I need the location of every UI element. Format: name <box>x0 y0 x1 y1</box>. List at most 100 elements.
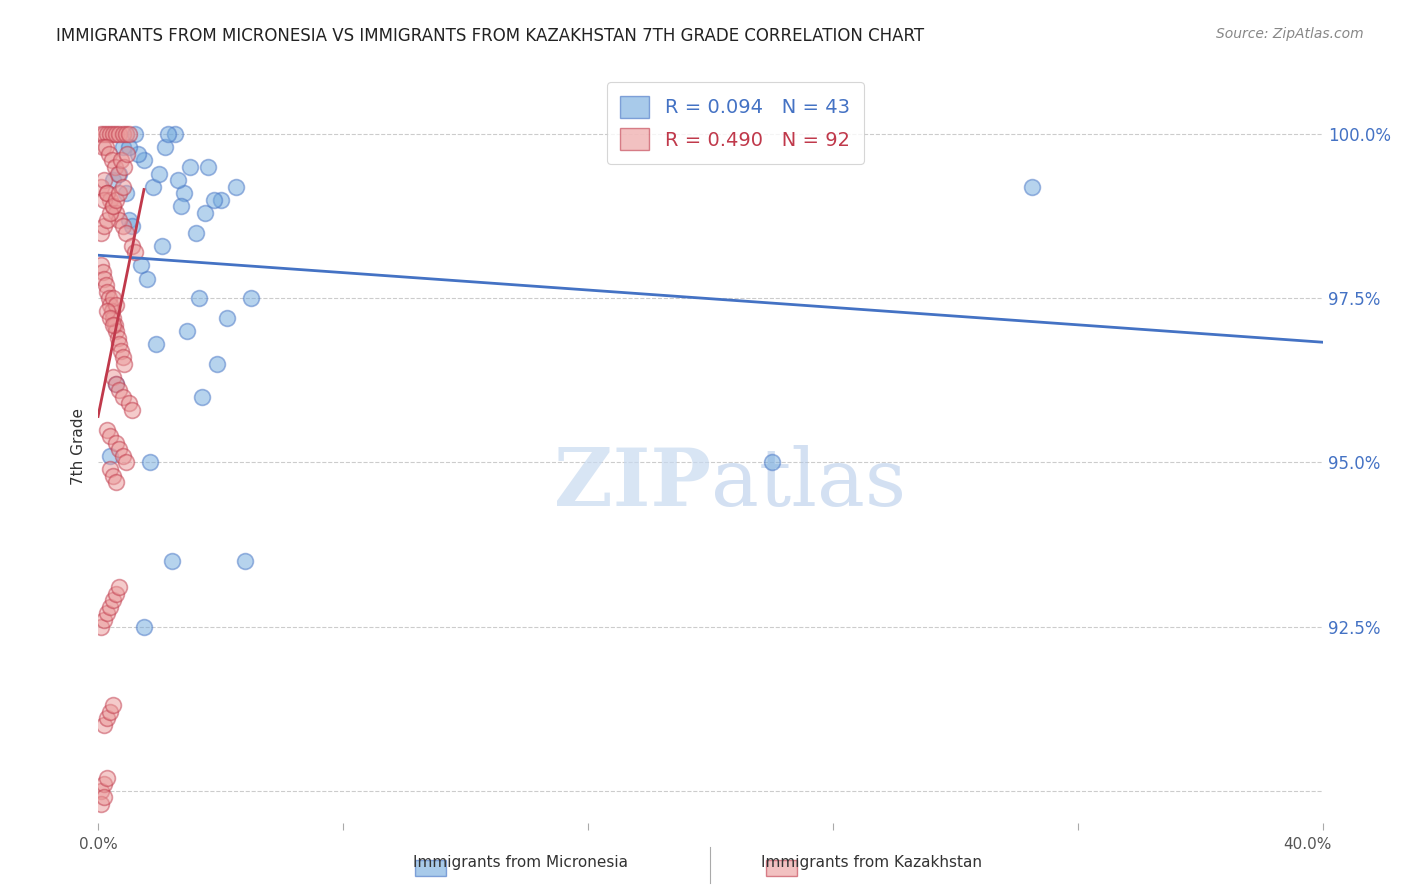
Point <box>108 186 131 201</box>
Point <box>103 291 125 305</box>
Point <box>1021 179 1043 194</box>
Point <box>96 423 118 437</box>
Point <box>114 226 136 240</box>
Legend: R = 0.094   N = 43, R = 0.490   N = 92: R = 0.094 N = 43, R = 0.490 N = 92 <box>606 82 863 164</box>
Point <box>191 390 214 404</box>
Point <box>160 554 183 568</box>
Point <box>105 587 128 601</box>
Point <box>93 790 115 805</box>
Point <box>91 265 114 279</box>
Point <box>98 193 121 207</box>
Point <box>104 318 127 332</box>
Point <box>97 291 120 305</box>
Point <box>91 140 114 154</box>
Text: 0.0%: 0.0% <box>79 837 118 852</box>
Point <box>90 619 112 633</box>
Point <box>107 167 129 181</box>
Point <box>105 127 128 141</box>
Point <box>121 403 143 417</box>
Point <box>150 239 173 253</box>
Point <box>145 337 167 351</box>
Point <box>90 783 112 797</box>
Point <box>108 167 131 181</box>
Point <box>215 310 238 325</box>
Point <box>112 160 135 174</box>
Point <box>240 291 263 305</box>
Point <box>107 331 129 345</box>
Point <box>166 173 188 187</box>
Point <box>98 429 121 443</box>
Point <box>173 186 195 201</box>
Point <box>233 554 256 568</box>
Point <box>105 206 128 220</box>
Point <box>194 206 217 220</box>
Point <box>98 462 121 476</box>
Point <box>207 357 229 371</box>
Point <box>184 226 207 240</box>
Point <box>98 127 121 141</box>
Point <box>132 619 155 633</box>
Point <box>108 127 131 141</box>
Point <box>111 351 134 365</box>
Point <box>103 698 125 713</box>
Point <box>98 298 121 312</box>
Text: Source: ZipAtlas.com: Source: ZipAtlas.com <box>1216 27 1364 41</box>
Point <box>96 711 118 725</box>
Point <box>93 613 115 627</box>
Point <box>127 146 149 161</box>
Point <box>93 777 115 791</box>
Point <box>93 271 115 285</box>
Point <box>118 212 141 227</box>
Point <box>225 179 247 194</box>
Point <box>90 226 112 240</box>
Text: 40.0%: 40.0% <box>1284 837 1331 852</box>
Point <box>90 179 112 194</box>
Point <box>93 173 115 187</box>
Point <box>97 146 120 161</box>
Point <box>105 376 128 391</box>
Point <box>118 396 141 410</box>
Point <box>96 285 118 299</box>
Point <box>111 449 134 463</box>
Point <box>96 186 118 201</box>
Point <box>93 127 115 141</box>
Text: ZIP: ZIP <box>554 445 710 523</box>
Point <box>98 310 121 325</box>
Point <box>179 160 201 174</box>
Point <box>155 140 177 154</box>
Point <box>111 179 134 194</box>
Point <box>94 140 117 154</box>
Point <box>105 298 128 312</box>
Point <box>108 442 131 457</box>
Point <box>124 127 146 141</box>
Point <box>101 304 124 318</box>
Point <box>114 127 136 141</box>
Point <box>121 239 143 253</box>
Point <box>132 153 155 168</box>
Point <box>96 771 118 785</box>
Point <box>96 304 118 318</box>
Point <box>148 167 170 181</box>
Point <box>110 343 132 358</box>
Point <box>98 206 121 220</box>
Point <box>96 127 118 141</box>
Y-axis label: 7th Grade: 7th Grade <box>72 408 86 484</box>
Point <box>111 127 134 141</box>
Point <box>118 140 141 154</box>
Point <box>197 160 219 174</box>
Text: Immigrants from Micronesia: Immigrants from Micronesia <box>413 855 627 870</box>
Point <box>96 212 118 227</box>
Point <box>103 199 125 213</box>
Point <box>98 599 121 614</box>
Point <box>136 271 159 285</box>
Point <box>139 455 162 469</box>
Point <box>163 127 186 141</box>
Point <box>129 259 152 273</box>
Point <box>108 337 131 351</box>
Point <box>96 186 118 201</box>
Text: Immigrants from Kazakhstan: Immigrants from Kazakhstan <box>761 855 983 870</box>
Text: atlas: atlas <box>710 445 905 523</box>
Point <box>103 199 125 213</box>
Point <box>105 376 128 391</box>
Point <box>105 193 128 207</box>
